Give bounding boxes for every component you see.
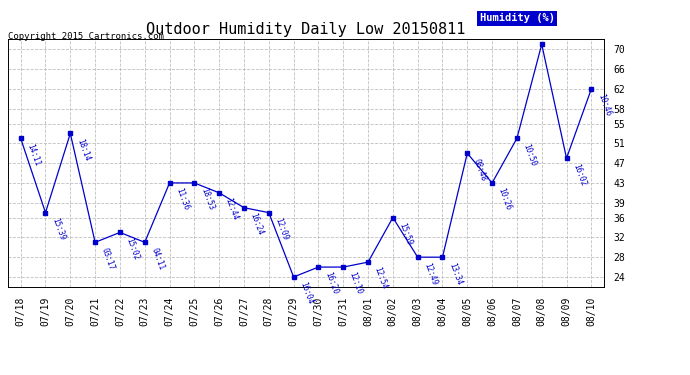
Text: Humidity (%): Humidity (%) [480, 13, 555, 23]
Text: 16:04: 16:04 [298, 281, 315, 306]
Text: 12:09: 12:09 [273, 217, 290, 242]
Text: 10:46: 10:46 [595, 93, 612, 118]
Text: 12:54: 12:54 [373, 266, 389, 291]
Text: 03:17: 03:17 [99, 246, 116, 271]
Text: 13:34: 13:34 [447, 261, 463, 286]
Text: 04:11: 04:11 [149, 246, 166, 271]
Text: 08:48: 08:48 [472, 157, 488, 182]
Text: 18:14: 18:14 [75, 137, 91, 162]
Text: 15:39: 15:39 [50, 217, 66, 242]
Text: 11:36: 11:36 [174, 187, 190, 212]
Text: 15:59: 15:59 [397, 222, 414, 246]
Text: 18:53: 18:53 [199, 187, 215, 212]
Text: 15:02: 15:02 [124, 236, 141, 261]
Text: Copyright 2015 Cartronics.com: Copyright 2015 Cartronics.com [8, 32, 164, 41]
Text: 10:26: 10:26 [497, 187, 513, 212]
Text: 12:49: 12:49 [422, 261, 439, 286]
Text: 10:50: 10:50 [522, 142, 538, 167]
Text: 16:20: 16:20 [323, 271, 339, 296]
Text: 16:02: 16:02 [571, 162, 587, 187]
Text: 14:11: 14:11 [25, 142, 41, 167]
Text: 12:10: 12:10 [348, 271, 364, 296]
Title: Outdoor Humidity Daily Low 20150811: Outdoor Humidity Daily Low 20150811 [146, 22, 466, 37]
Text: 16:24: 16:24 [248, 211, 265, 237]
Text: 12:44: 12:44 [224, 197, 240, 222]
